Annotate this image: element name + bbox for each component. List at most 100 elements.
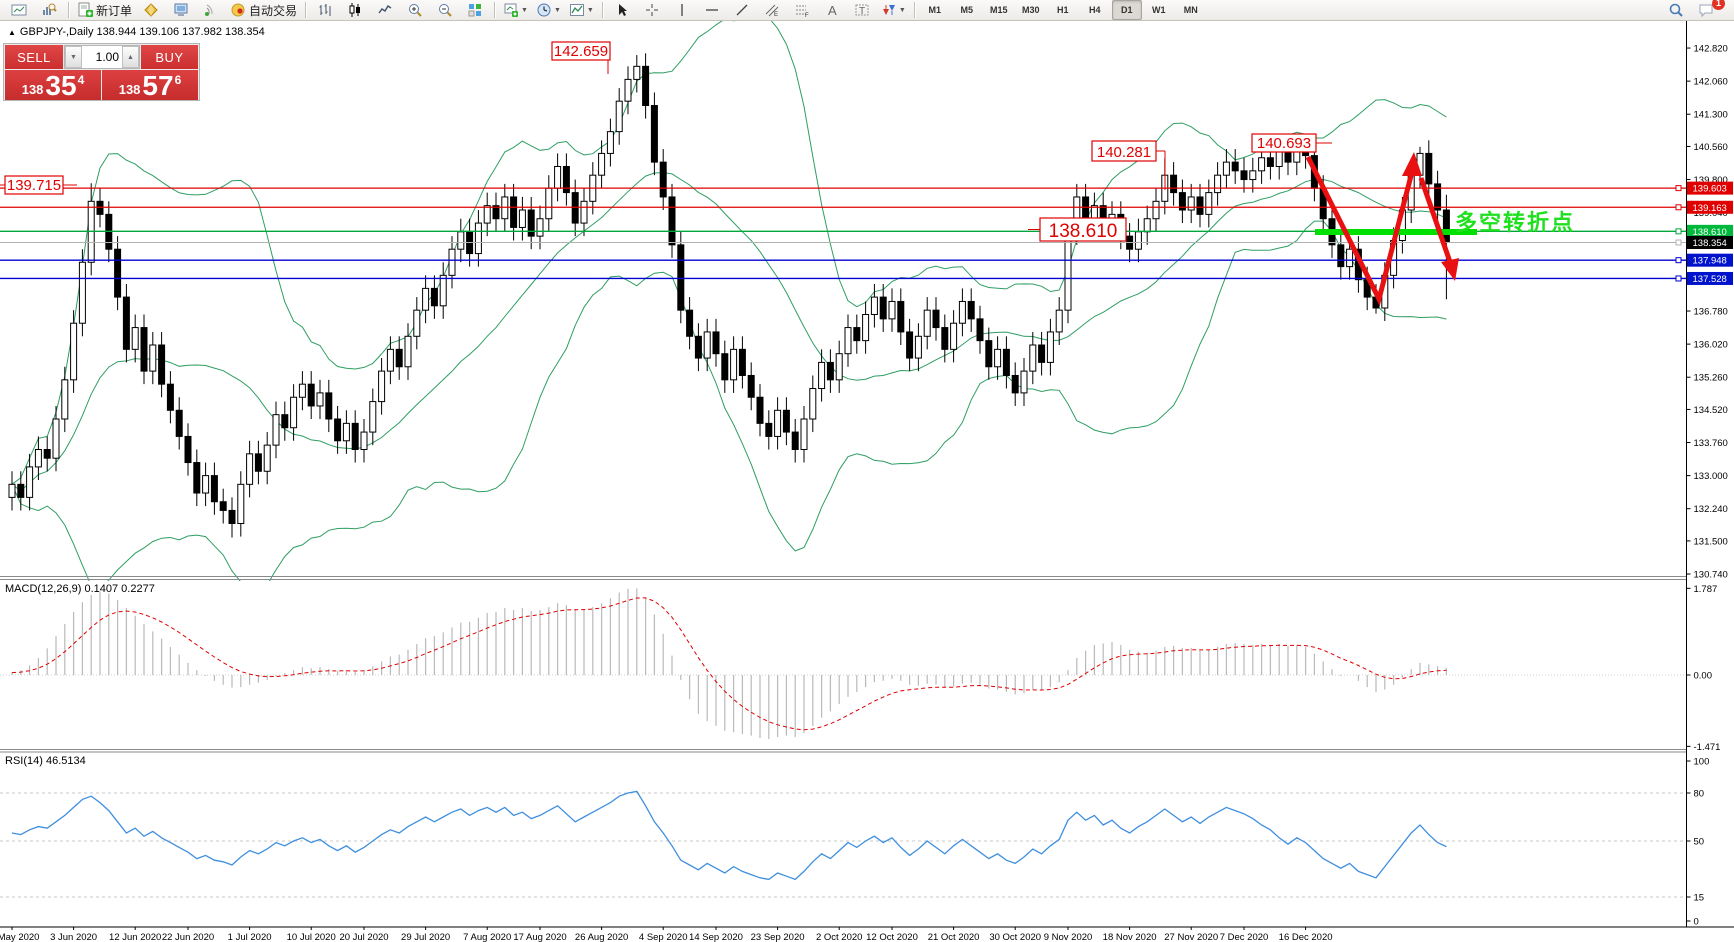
- price-annotation-box[interactable]: [1091, 140, 1157, 162]
- line-chart-mode-button[interactable]: [371, 0, 399, 20]
- chart-area[interactable]: 142.820142.060141.300140.560139.800139.0…: [0, 21, 1734, 942]
- level-line-anchor[interactable]: [1675, 275, 1682, 282]
- dropdown-arrow-icon: ▼: [521, 6, 528, 14]
- timeframe-m5-button[interactable]: M5: [960, 5, 974, 15]
- tile-icon: [468, 4, 482, 17]
- red-zigzag-arrow-2[interactable]: [1418, 177, 1453, 263]
- level-line-anchor[interactable]: [1675, 239, 1682, 246]
- toolbar-separator: [494, 2, 496, 18]
- date-tick: 12 Oct 2020: [866, 932, 918, 942]
- chart-canvas[interactable]: 142.820142.060141.300140.560139.800139.0…: [0, 21, 1734, 942]
- indicators-button[interactable]: ▼: [566, 0, 597, 20]
- macd-tick: 1.787: [1694, 584, 1718, 595]
- chart-profile-button[interactable]: [35, 0, 63, 20]
- new-chart-button[interactable]: ▼: [500, 0, 531, 20]
- horizontal-line-tool-button[interactable]: [698, 0, 726, 20]
- price-annotation-box[interactable]: [4, 175, 64, 195]
- price-annotation-box[interactable]: [1039, 217, 1127, 242]
- timeframe-w1-button[interactable]: W1: [1152, 5, 1166, 15]
- buy-price[interactable]: 138 57 6: [102, 70, 198, 100]
- annotations: 139.715 142.659 140.281 140.693 138.610: [0, 41, 1477, 307]
- price-badge-text: 137.948: [1693, 256, 1727, 267]
- price-annotation-box[interactable]: [551, 41, 611, 61]
- buy-button[interactable]: BUY: [141, 45, 198, 69]
- vertical-line-tool-button[interactable]: [668, 0, 696, 20]
- price-annotation-text: 139.715: [7, 177, 61, 194]
- zoomout-icon: [439, 4, 452, 17]
- level-line-anchor[interactable]: [1675, 204, 1682, 211]
- volume-value[interactable]: 1.00: [95, 50, 119, 64]
- win-icon: [11, 4, 27, 16]
- timeframe-m30-button[interactable]: M30: [1022, 5, 1040, 15]
- candles-icon: [349, 3, 361, 17]
- styler-button[interactable]: [137, 0, 165, 20]
- price-tick: 136.780: [1694, 307, 1728, 318]
- text-tool-button[interactable]: A: [818, 0, 846, 20]
- crosshair-tool-button[interactable]: [638, 0, 666, 20]
- hl-icon: [705, 9, 718, 11]
- timeframe-m1-button[interactable]: M1: [928, 5, 942, 15]
- date-tick: 4 Sep 2020: [639, 932, 688, 942]
- sell-price-prefix: 138: [21, 82, 44, 97]
- level-line-anchor[interactable]: [1675, 228, 1682, 235]
- search-button[interactable]: [1662, 0, 1690, 20]
- macd-pane: [0, 588, 1686, 740]
- date-tick: 27 Nov 2020: [1164, 932, 1218, 942]
- timeframe-h1-button[interactable]: H1: [1057, 5, 1069, 15]
- date-tick: 1 Jul 2020: [228, 932, 272, 942]
- newchart-icon: [504, 3, 519, 17]
- timeframe-d1-button[interactable]: D1: [1111, 0, 1142, 20]
- timeframe-h4-button[interactable]: H4: [1089, 5, 1101, 15]
- candlestick-mode-button[interactable]: [341, 0, 369, 20]
- axes: 142.820142.060141.300140.560139.800139.0…: [0, 21, 1734, 942]
- red-zigzag-arrow-1[interactable]: [1305, 155, 1415, 307]
- new-chart-window-button[interactable]: [5, 0, 33, 20]
- cursor-tool-button[interactable]: [608, 0, 636, 20]
- notifications-button[interactable]: 1: [1692, 0, 1725, 20]
- volume-increase-button[interactable]: ▲: [122, 46, 139, 68]
- sell-button[interactable]: SELL: [5, 45, 63, 69]
- trendline-tool-button[interactable]: [728, 0, 756, 20]
- fibonacci-tool-button[interactable]: F: [788, 0, 816, 20]
- main-price-pane: [0, 21, 1686, 581]
- price-tick: 139.800: [1694, 175, 1728, 186]
- price-tick: 135.260: [1694, 373, 1728, 384]
- sell-price[interactable]: 138 35 4: [5, 70, 101, 100]
- auto-trading-label: 自动交易: [249, 3, 298, 18]
- arrows-tool-button[interactable]: ▼: [878, 0, 909, 20]
- timeframe-mn-button[interactable]: MN: [1183, 5, 1198, 15]
- volume-decrease-button[interactable]: ▼: [65, 46, 82, 68]
- date-tick: 29 Jul 2020: [401, 932, 450, 942]
- subwindow-collapse-icon[interactable]: ▲: [8, 28, 16, 37]
- zoom-out-button[interactable]: [431, 0, 459, 20]
- notifications-badge: 1: [1712, 0, 1725, 10]
- tl-icon: [736, 4, 748, 16]
- bollinger-middle: [11, 172, 1447, 492]
- price-annotation-box[interactable]: [1251, 133, 1317, 153]
- level-line-anchor[interactable]: [1675, 185, 1682, 192]
- cross-icon: [645, 4, 658, 16]
- price-tick: 132.240: [1694, 504, 1728, 515]
- terminal-button[interactable]: [167, 0, 195, 20]
- date-tick: 23 Sep 2020: [751, 932, 805, 942]
- arrowhead-up-icon: [1402, 152, 1422, 176]
- date-tick: 10 Jul 2020: [287, 932, 336, 942]
- bar-chart-mode-button[interactable]: [311, 0, 339, 20]
- auto-trading-button[interactable]: 自动交易: [227, 0, 300, 20]
- period-button[interactable]: ▼: [533, 0, 564, 20]
- date-tick: 12 Jun 2020: [109, 932, 161, 942]
- rsi-tick: 100: [1694, 757, 1710, 768]
- zoom-in-button[interactable]: [401, 0, 429, 20]
- timeframe-m15-button[interactable]: M15: [990, 5, 1008, 15]
- level-line-anchor[interactable]: [1675, 257, 1682, 264]
- equidistant-channel-tool-button[interactable]: E: [758, 0, 786, 20]
- signals-button[interactable]: [197, 0, 225, 20]
- tile-windows-button[interactable]: [461, 0, 489, 20]
- buy-price-sup: 6: [174, 73, 182, 87]
- price-tick: 142.820: [1694, 44, 1728, 55]
- new-order-button[interactable]: 新订单: [74, 0, 135, 20]
- price-tick: 141.300: [1694, 110, 1728, 121]
- text-label-tool-button[interactable]: T: [848, 0, 876, 20]
- date-tick: 14 Sep 2020: [689, 932, 743, 942]
